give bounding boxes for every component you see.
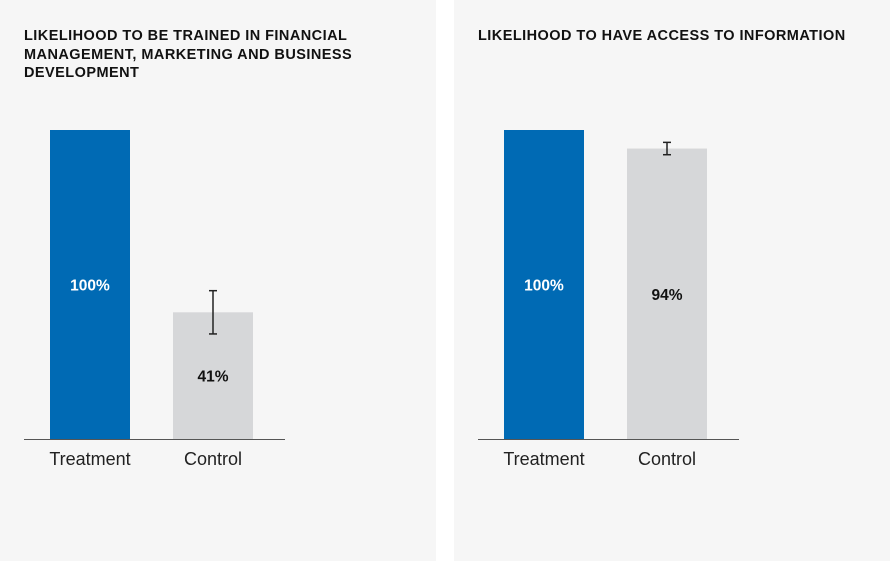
bar-chart-training: 100% Treatment 41% Control <box>24 130 285 469</box>
error-bar-control <box>663 141 671 156</box>
data-label-control: 94% <box>651 287 682 304</box>
data-label-treatment: 100% <box>70 278 110 295</box>
x-tick-label-treatment: Treatment <box>49 449 130 469</box>
x-tick-label-treatment: Treatment <box>503 449 584 469</box>
chart-panel-training: LIKELIHOOD TO BE TRAINED IN FINANCIAL MA… <box>0 0 436 561</box>
error-bar-control <box>209 289 217 335</box>
data-label-treatment: 100% <box>524 278 564 295</box>
x-tick-label-control: Control <box>638 449 696 469</box>
chart-title: LIKELIHOOD TO BE TRAINED IN FINANCIAL MA… <box>24 28 353 81</box>
data-label-control: 41% <box>197 369 228 386</box>
bar-control <box>627 148 707 440</box>
x-tick-label-control: Control <box>184 449 242 469</box>
chart-panel-information: LIKELIHOOD TO HAVE ACCESS TO INFORMATION… <box>454 0 890 561</box>
bar-treatment <box>504 130 584 439</box>
bar-chart-information: 100% Treatment 94% Control <box>478 130 739 469</box>
chart-title: LIKELIHOOD TO HAVE ACCESS TO INFORMATION <box>478 28 846 44</box>
bar-treatment <box>50 130 130 439</box>
